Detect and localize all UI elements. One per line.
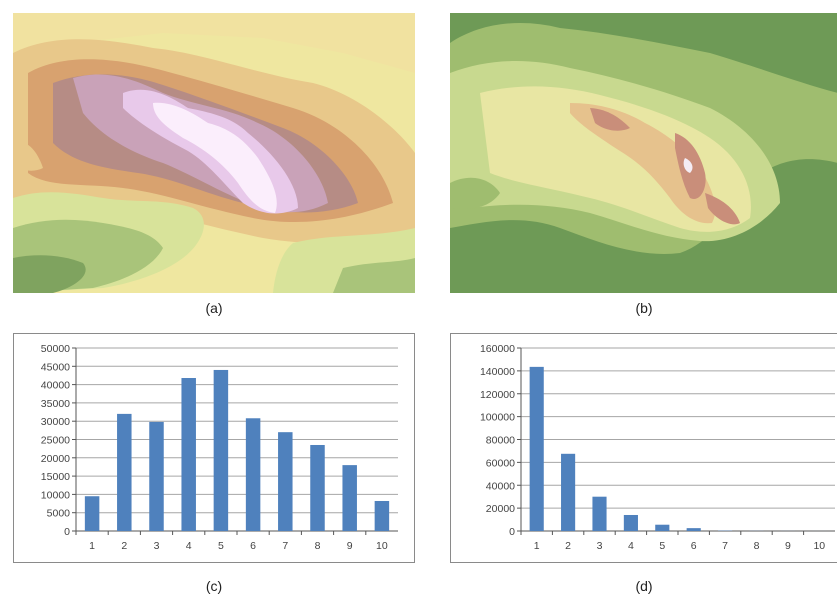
map-b-terrain-image bbox=[450, 13, 837, 293]
d-y-tick-label: 140000 bbox=[480, 366, 515, 378]
c-bar bbox=[181, 378, 196, 531]
d-bar bbox=[592, 496, 607, 531]
d-y-tick-label: 0 bbox=[509, 526, 515, 538]
c-y-tick-label: 35000 bbox=[41, 398, 70, 410]
d-x-tick-label: 10 bbox=[813, 540, 825, 552]
d-y-tick-label: 20000 bbox=[486, 503, 515, 515]
d-y-tick-label: 100000 bbox=[480, 412, 515, 424]
c-bar bbox=[278, 432, 293, 531]
d-x-tick-label: 1 bbox=[534, 540, 540, 552]
d-bar bbox=[655, 524, 670, 531]
c-y-tick-label: 5000 bbox=[47, 508, 71, 520]
c-y-tick-label: 25000 bbox=[41, 435, 70, 447]
d-x-tick-label: 6 bbox=[691, 540, 697, 552]
c-bar bbox=[117, 413, 132, 531]
d-x-tick-label: 2 bbox=[565, 540, 571, 552]
d-y-tick-label: 60000 bbox=[486, 457, 515, 469]
d-bar bbox=[686, 528, 701, 531]
c-y-tick-label: 45000 bbox=[41, 361, 70, 373]
d-y-tick-label: 40000 bbox=[486, 480, 515, 492]
c-x-tick-label: 2 bbox=[121, 540, 127, 552]
d-x-tick-label: 4 bbox=[628, 540, 634, 552]
chart-d-histogram: 0 20000 40000 60000 80000 100000 120000 140000 1… bbox=[480, 343, 835, 552]
c-x-tick-label: 4 bbox=[186, 540, 192, 552]
caption-c: (c) bbox=[205, 578, 223, 594]
d-x-tick-label: 7 bbox=[722, 540, 728, 552]
chart-c-histogram: 0 5000 10000 15000 20000 25000 30000 35000 40000… bbox=[41, 343, 398, 552]
c-y-tick-label: 10000 bbox=[41, 489, 70, 501]
c-y-tick-label: 30000 bbox=[41, 416, 70, 428]
caption-a: (a) bbox=[205, 300, 223, 316]
chart-c-container: 0 5000 10000 15000 20000 25000 30000 35000 40000… bbox=[13, 333, 415, 563]
d-x-tick-label: 9 bbox=[785, 540, 791, 552]
d-y-tick-label: 80000 bbox=[486, 435, 515, 447]
d-x-tick-label: 8 bbox=[754, 540, 760, 552]
c-y-tick-label: 20000 bbox=[41, 453, 70, 465]
c-x-tick-label: 7 bbox=[282, 540, 288, 552]
c-x-tick-label: 8 bbox=[315, 540, 321, 552]
c-bar bbox=[245, 418, 261, 531]
c-bar bbox=[84, 496, 100, 531]
c-y-tick-label: 0 bbox=[64, 526, 70, 538]
d-y-tick-label: 120000 bbox=[480, 389, 515, 401]
caption-d: (d) bbox=[635, 578, 653, 594]
c-bar bbox=[374, 500, 390, 531]
map-a-terrain-image bbox=[13, 13, 415, 293]
c-bar bbox=[342, 465, 357, 531]
c-y-tick-label: 40000 bbox=[41, 380, 70, 392]
d-bar bbox=[623, 514, 638, 531]
c-x-tick-label: 10 bbox=[376, 540, 388, 552]
c-y-tick-label: 50000 bbox=[41, 343, 70, 355]
c-x-tick-label: 3 bbox=[154, 540, 160, 552]
c-bar bbox=[149, 421, 164, 531]
d-bar bbox=[529, 366, 544, 531]
c-bar bbox=[310, 444, 325, 531]
d-bar bbox=[561, 453, 576, 531]
c-bar bbox=[213, 369, 229, 531]
c-x-tick-label: 5 bbox=[218, 540, 224, 552]
c-x-tick-label: 9 bbox=[347, 540, 353, 552]
c-x-tick-label: 6 bbox=[250, 540, 256, 552]
chart-d-container: 0 20000 40000 60000 80000 100000 120000 140000 1… bbox=[450, 333, 837, 563]
d-y-tick-label: 160000 bbox=[480, 343, 515, 355]
caption-b: (b) bbox=[635, 300, 653, 316]
c-y-tick-label: 15000 bbox=[41, 471, 70, 483]
d-x-tick-label: 5 bbox=[659, 540, 665, 552]
d-x-tick-label: 3 bbox=[597, 540, 603, 552]
c-x-tick-label: 1 bbox=[89, 540, 95, 552]
